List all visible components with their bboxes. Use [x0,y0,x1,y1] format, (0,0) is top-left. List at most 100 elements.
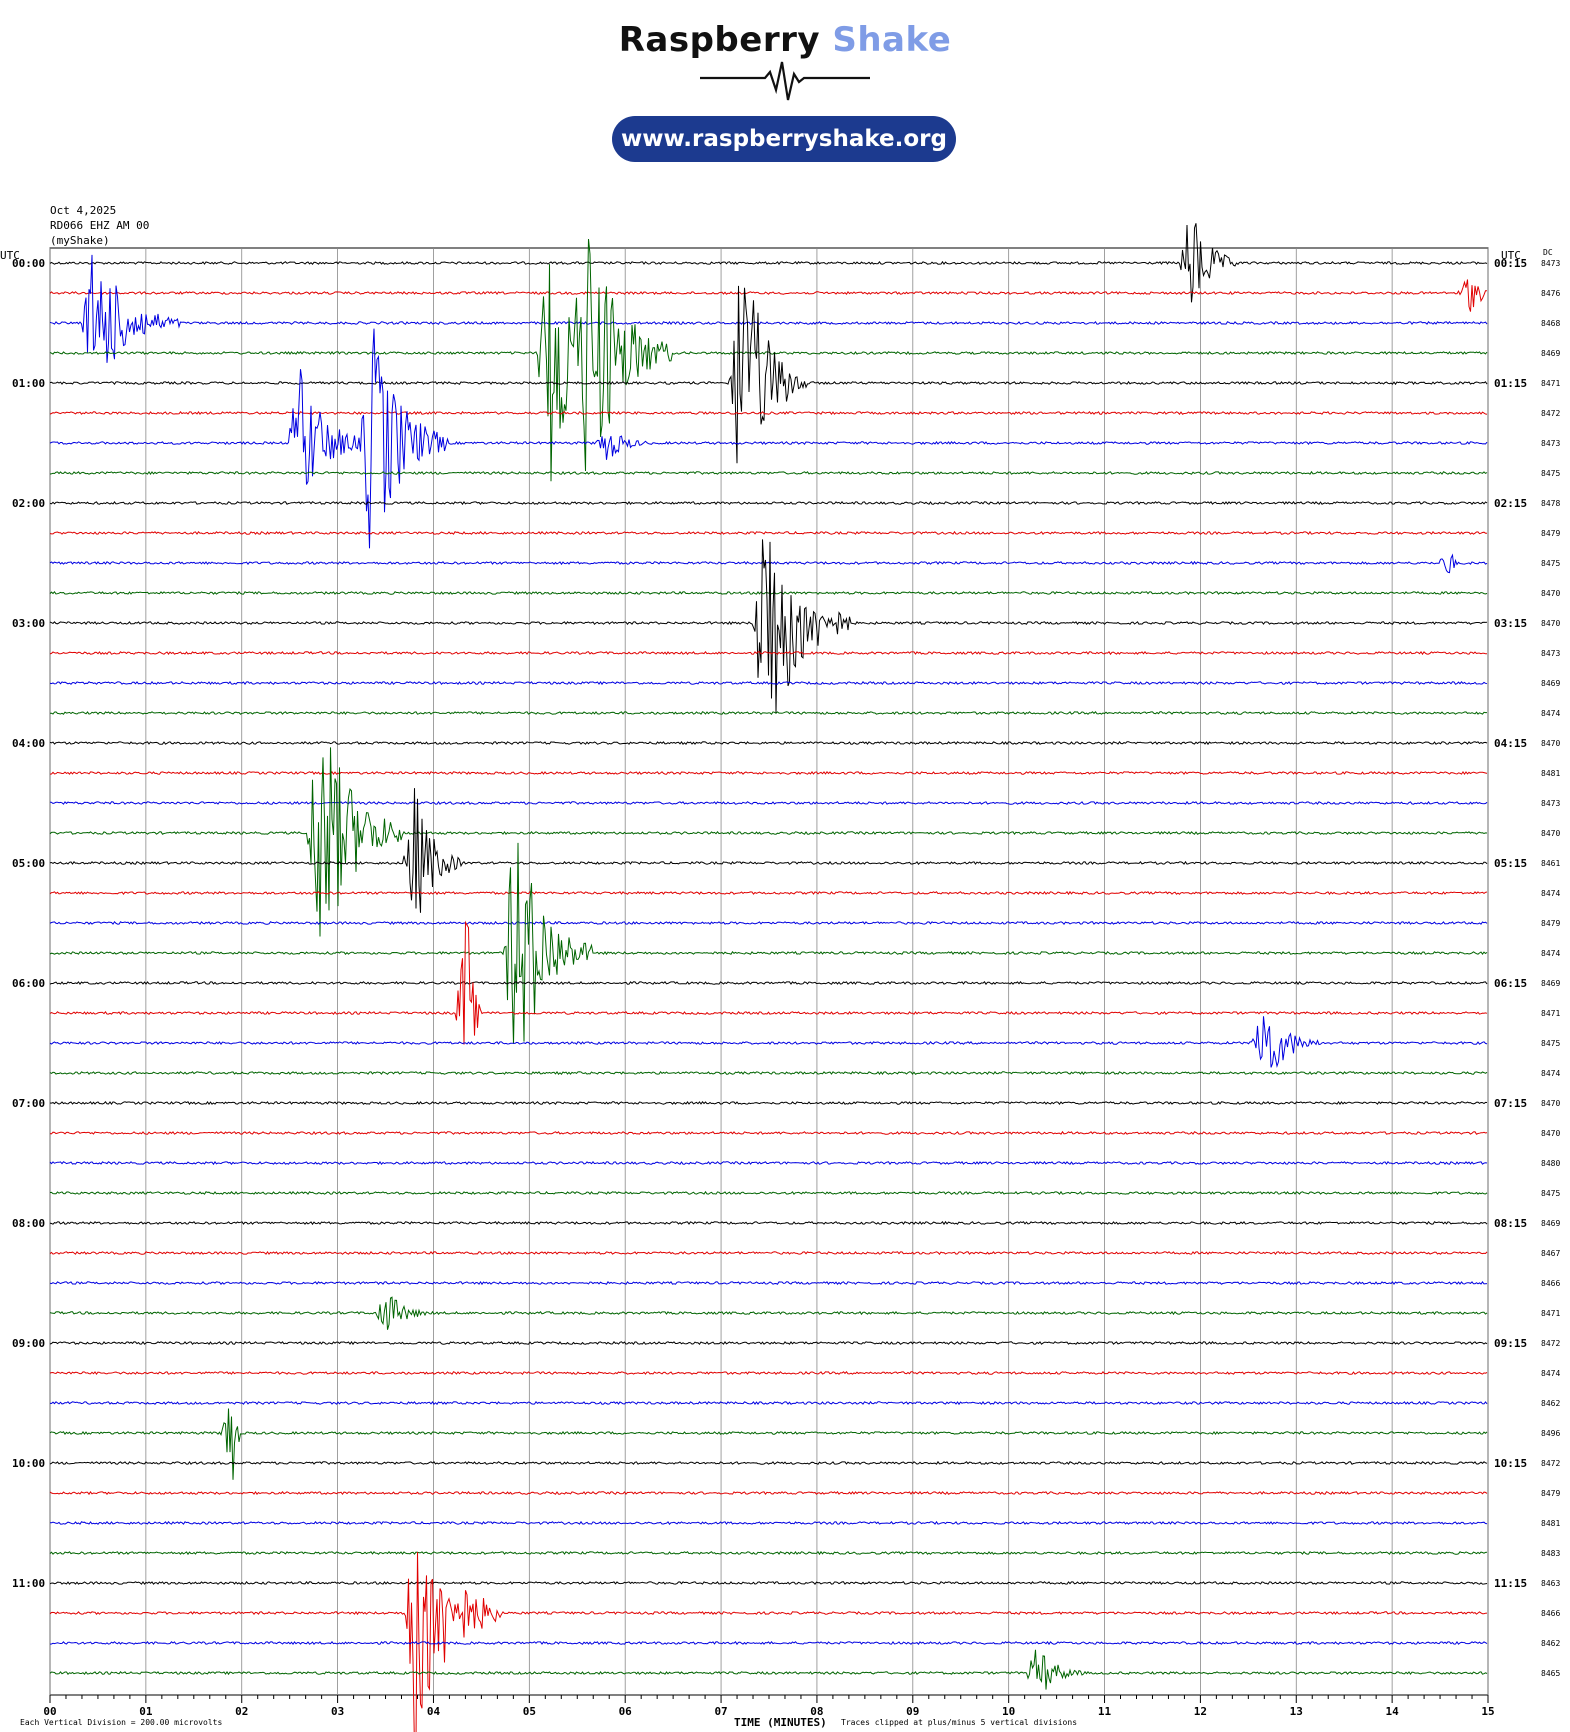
dc-offset-label: 8476 [1541,289,1560,298]
dc-offset-label: 8462 [1541,1639,1560,1648]
utc-time-label-left: 08:00 [12,1217,45,1230]
utc-time-label-right: 10:15 [1494,1457,1527,1470]
dc-offset-label: 8479 [1541,919,1560,928]
trace-line [49,1490,1488,1496]
dc-offset-label: 8481 [1541,769,1560,778]
trace-line [49,711,1487,715]
utc-time-label-right: 04:15 [1494,737,1527,750]
clip-note: Traces clipped at plus/minus 5 vertical … [841,1718,1077,1727]
trace-line [49,788,1488,913]
utc-time-label-left: 02:00 [12,497,45,510]
dc-offset-label: 8471 [1541,379,1560,388]
dc-offset-label: 8496 [1541,1429,1560,1438]
dc-offset-label: 8475 [1541,1189,1560,1198]
utc-time-label-left: 06:00 [12,977,45,990]
dc-offset-label: 8471 [1541,1309,1560,1318]
x-tick-label: 02 [235,1705,248,1718]
trace-line [49,254,1488,363]
dc-offset-label: 8474 [1541,949,1560,958]
utc-time-label-right: 02:15 [1494,497,1527,510]
dc-offset-label: 8475 [1541,469,1560,478]
trace-line [49,1220,1488,1226]
trace-line [49,800,1488,805]
trace-line [49,1371,1488,1375]
dc-offset-label: 8469 [1541,979,1560,988]
dc-offset-label: 8470 [1541,829,1560,838]
dc-offset-label: 8474 [1541,1369,1560,1378]
trace-line [49,1400,1488,1406]
trace-line [49,1580,1488,1586]
utc-time-label-right: 06:15 [1494,977,1527,990]
plot-labels: 00 01 02 03 04 05 06 07 08 09 10 11 12 13 14 15 00:00 00:… [0,204,1560,1729]
dc-offset-label: 8481 [1541,1519,1560,1528]
dc-offset-label: 8466 [1541,1279,1560,1288]
x-tick-label: 04 [427,1705,441,1718]
x-tick-label: 09 [906,1705,919,1718]
utc-time-label-left: 10:00 [12,1457,45,1470]
dc-offset-label: 8479 [1541,1489,1560,1498]
dc-offset-label: 8474 [1541,889,1560,898]
brand-logo-text: Raspberry Shake [0,20,1570,60]
trace-line [49,747,1488,937]
x-tick-label: 03 [331,1705,344,1718]
trace-line [49,740,1488,746]
dc-offset-label: 8462 [1541,1399,1560,1408]
utc-time-label-left: 11:00 [12,1577,45,1590]
utc-time-label-left: 00:00 [12,257,45,270]
y-axis-label-left: UTC [0,249,20,262]
dc-offset-label: 8468 [1541,319,1560,328]
utc-time-label-left: 04:00 [12,737,45,750]
x-tick-label: 11 [1098,1705,1112,1718]
utc-time-label-left: 01:00 [12,377,45,390]
trace-line [49,1520,1488,1526]
dc-offset-label: 8472 [1541,1339,1560,1348]
dc-offset-label: 8473 [1541,439,1560,448]
trace-line [49,328,1488,549]
utc-time-label-right: 11:15 [1494,1577,1527,1590]
trace-line [49,1640,1488,1646]
dc-offset-label: 8474 [1541,709,1560,718]
utc-time-label-right: 05:15 [1494,857,1527,870]
seismic-traces [49,223,1488,1732]
brand-word-raspberry: Raspberry [618,20,821,60]
x-tick-label: 08 [810,1705,823,1718]
trace-line [49,285,1488,464]
trace-line [49,1190,1488,1196]
dc-offset-label: 8471 [1541,1009,1560,1018]
plot-frame [49,247,1489,1696]
website-url-badge[interactable]: www.raspberryshake.org [612,116,956,162]
trace-line [49,590,1488,596]
dc-offset-label: 8472 [1541,409,1560,418]
utc-time-label-right: 07:15 [1494,1097,1527,1110]
x-tick-label: 06 [619,1705,633,1718]
y-axis-label-right: UTC [1501,249,1521,262]
trace-line [49,1649,1488,1690]
dc-offset-label: 8465 [1541,1669,1560,1678]
dc-offset-label: 8466 [1541,1609,1560,1618]
trace-line [49,680,1488,686]
seismogram-logo-icon [700,61,870,101]
trace-line [49,1296,1488,1330]
trace-line [49,553,1488,574]
brand-word-shake: Shake [832,20,952,60]
trace-line [49,539,1488,713]
trace-line [49,1408,1488,1480]
trace-line [49,770,1488,776]
trace-line [49,238,1488,482]
trace-line [49,223,1488,303]
x-tick-label: 05 [523,1705,536,1718]
x-tick-label: 07 [714,1705,727,1718]
station-date: Oct 4,2025 [50,204,116,217]
x-tick-label: 00 [43,1705,56,1718]
dc-offset-label: 8473 [1541,259,1560,268]
dc-offset-label: 8470 [1541,619,1560,628]
dc-offset-label: 8470 [1541,1129,1560,1138]
trace-line [49,920,1488,1045]
vertical-scale-note: Each Vertical Division = 200.00 microvol… [20,1718,222,1727]
x-tick-label: 10 [1002,1705,1015,1718]
x-tick-label: 15 [1481,1705,1494,1718]
dc-offset-label: 8469 [1541,679,1560,688]
trace-line [49,1100,1488,1106]
dc-offset-label: 8470 [1541,589,1560,598]
trace-line [49,842,1488,1044]
